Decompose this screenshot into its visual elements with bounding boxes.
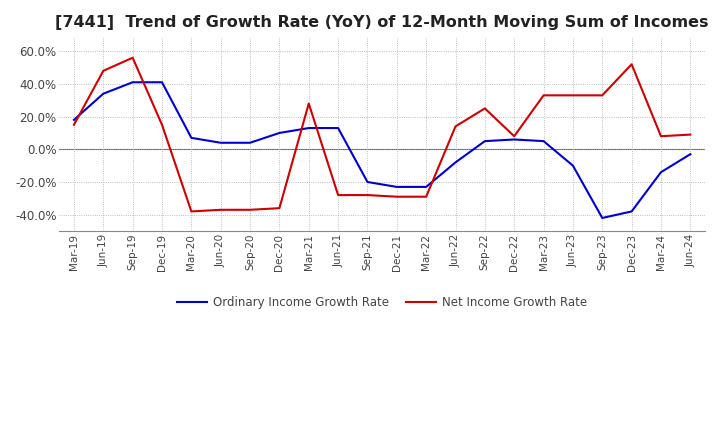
Net Income Growth Rate [70, 122, 78, 128]
Title: [7441]  Trend of Growth Rate (YoY) of 12-Month Moving Sum of Incomes: [7441] Trend of Growth Rate (YoY) of 12-… [55, 15, 709, 30]
Ordinary Income Growth Rate [99, 91, 107, 96]
Ordinary Income Growth Rate [598, 215, 606, 220]
Net Income Growth Rate [422, 194, 431, 199]
Ordinary Income Growth Rate [217, 140, 225, 145]
Net Income Growth Rate [334, 192, 343, 198]
Ordinary Income Growth Rate [569, 163, 577, 168]
Net Income Growth Rate [451, 124, 460, 129]
Ordinary Income Growth Rate [334, 125, 343, 131]
Ordinary Income Growth Rate [363, 180, 372, 185]
Ordinary Income Growth Rate [627, 209, 636, 214]
Ordinary Income Growth Rate [422, 184, 431, 190]
Ordinary Income Growth Rate [657, 169, 665, 175]
Net Income Growth Rate [275, 205, 284, 211]
Net Income Growth Rate [686, 132, 695, 137]
Ordinary Income Growth Rate [510, 137, 518, 142]
Net Income Growth Rate [510, 134, 518, 139]
Ordinary Income Growth Rate [305, 125, 313, 131]
Line: Net Income Growth Rate: Net Income Growth Rate [74, 58, 690, 212]
Net Income Growth Rate [480, 106, 489, 111]
Net Income Growth Rate [363, 192, 372, 198]
Ordinary Income Growth Rate [246, 140, 254, 145]
Ordinary Income Growth Rate [686, 151, 695, 157]
Ordinary Income Growth Rate [451, 160, 460, 165]
Net Income Growth Rate [627, 62, 636, 67]
Net Income Growth Rate [187, 209, 196, 214]
Net Income Growth Rate [305, 101, 313, 106]
Net Income Growth Rate [158, 122, 166, 128]
Net Income Growth Rate [246, 207, 254, 213]
Ordinary Income Growth Rate [128, 80, 137, 85]
Ordinary Income Growth Rate [275, 130, 284, 136]
Net Income Growth Rate [569, 93, 577, 98]
Net Income Growth Rate [392, 194, 401, 199]
Net Income Growth Rate [657, 134, 665, 139]
Ordinary Income Growth Rate [187, 135, 196, 140]
Net Income Growth Rate [99, 68, 107, 73]
Ordinary Income Growth Rate [158, 80, 166, 85]
Net Income Growth Rate [598, 93, 606, 98]
Net Income Growth Rate [539, 93, 548, 98]
Ordinary Income Growth Rate [392, 184, 401, 190]
Ordinary Income Growth Rate [539, 139, 548, 144]
Net Income Growth Rate [128, 55, 137, 60]
Legend: Ordinary Income Growth Rate, Net Income Growth Rate: Ordinary Income Growth Rate, Net Income … [173, 291, 592, 314]
Ordinary Income Growth Rate [480, 139, 489, 144]
Ordinary Income Growth Rate [70, 117, 78, 122]
Line: Ordinary Income Growth Rate: Ordinary Income Growth Rate [74, 82, 690, 218]
Net Income Growth Rate [217, 207, 225, 213]
